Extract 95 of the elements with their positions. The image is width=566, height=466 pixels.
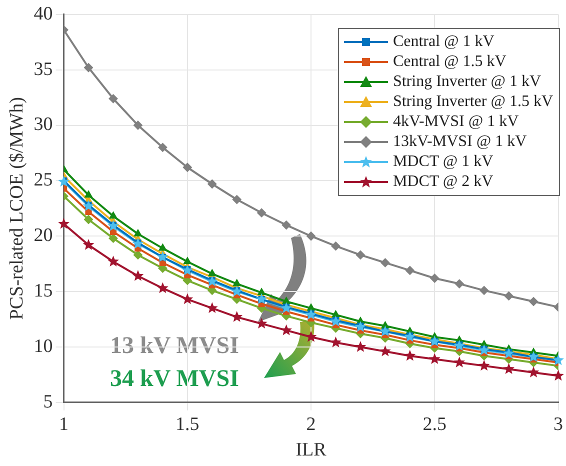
- point: [379, 325, 391, 336]
- point: [108, 220, 119, 231]
- point: [82, 238, 94, 250]
- point: [182, 162, 192, 172]
- point: [108, 94, 118, 104]
- point: [282, 220, 291, 230]
- point: [307, 304, 315, 311]
- point: [133, 120, 142, 130]
- point: [257, 208, 266, 218]
- point: [552, 354, 564, 366]
- point: [84, 190, 92, 198]
- point: [156, 251, 168, 262]
- y-tick-label: 25: [34, 170, 53, 191]
- point: [258, 288, 266, 296]
- point: [428, 335, 440, 346]
- point: [84, 214, 94, 224]
- x-tick-label: 2.5: [422, 414, 447, 435]
- point: [354, 321, 366, 332]
- point: [182, 293, 194, 304]
- y-tick-label: 20: [34, 225, 53, 246]
- point: [158, 142, 168, 152]
- x-axis-title: ILR: [296, 440, 327, 461]
- point: [183, 257, 192, 264]
- point: [454, 340, 466, 351]
- legend-label: 13kV-MVSI @ 1 kV: [392, 132, 527, 152]
- y-tick-label: 40: [34, 3, 53, 24]
- legend-label: String Inverter @ 1.5 kV: [392, 92, 553, 112]
- point: [330, 315, 342, 326]
- point: [232, 279, 241, 286]
- point: [380, 258, 390, 268]
- point: [529, 297, 538, 306]
- point: [256, 293, 268, 304]
- point: [156, 282, 168, 294]
- point: [280, 324, 292, 336]
- point: [82, 200, 94, 212]
- point: [305, 308, 317, 320]
- annotation: 34 kV MVSI: [110, 366, 239, 393]
- point: [428, 353, 440, 364]
- point: [306, 232, 316, 241]
- point: [405, 266, 414, 275]
- point: [134, 229, 142, 236]
- point: [84, 63, 94, 72]
- x-tick-label: 1.5: [176, 414, 200, 435]
- point: [208, 180, 217, 189]
- point: [454, 356, 466, 368]
- point: [158, 244, 167, 251]
- point: [503, 363, 515, 374]
- point: [379, 345, 391, 356]
- point: [504, 291, 514, 300]
- point: [552, 370, 564, 381]
- legend-label: Central @ 1.5 kV: [392, 52, 506, 72]
- point: [478, 344, 490, 356]
- legend-label: 4kV-MVSI @ 1 kV: [392, 112, 519, 132]
- point: [231, 286, 243, 296]
- point: [330, 336, 342, 348]
- point: [206, 302, 218, 314]
- x-tick-label: 3: [554, 414, 563, 435]
- legend-label: MDCT @ 1 kV: [392, 152, 494, 172]
- point: [354, 340, 366, 352]
- point: [206, 276, 218, 286]
- point: [182, 264, 194, 276]
- point: [528, 366, 540, 378]
- point: [231, 311, 243, 322]
- point: [58, 218, 70, 229]
- y-tick-label: 10: [34, 336, 53, 357]
- point: [503, 348, 515, 358]
- y-tick-label: 30: [34, 114, 53, 136]
- y-tick-label: 5: [43, 391, 53, 412]
- point: [132, 238, 144, 249]
- y-axis-title: PCS-related LCOE ($/MWh): [6, 97, 28, 320]
- point: [332, 310, 340, 318]
- point: [404, 330, 416, 342]
- x-tick-label: 2: [306, 414, 316, 435]
- point: [480, 286, 489, 295]
- point: [478, 360, 490, 371]
- point: [404, 350, 416, 361]
- point: [208, 269, 216, 276]
- legend-label: String Inverter @ 1 kV: [392, 72, 541, 92]
- point: [109, 212, 118, 219]
- legend-label: Central @ 1 kV: [392, 32, 494, 52]
- legend-label: MDCT @ 2 kV: [392, 172, 494, 192]
- point: [132, 270, 144, 281]
- point: [282, 297, 290, 304]
- x-tick-label: 1: [59, 414, 69, 435]
- point: [528, 350, 540, 362]
- point: [232, 195, 242, 204]
- point: [356, 250, 365, 260]
- point: [331, 242, 340, 251]
- point: [280, 302, 292, 314]
- point: [430, 274, 440, 283]
- y-tick-label: 35: [34, 58, 53, 80]
- point: [454, 279, 464, 288]
- point: [58, 176, 70, 187]
- point: [108, 256, 119, 266]
- y-tick-label: 15: [34, 280, 53, 302]
